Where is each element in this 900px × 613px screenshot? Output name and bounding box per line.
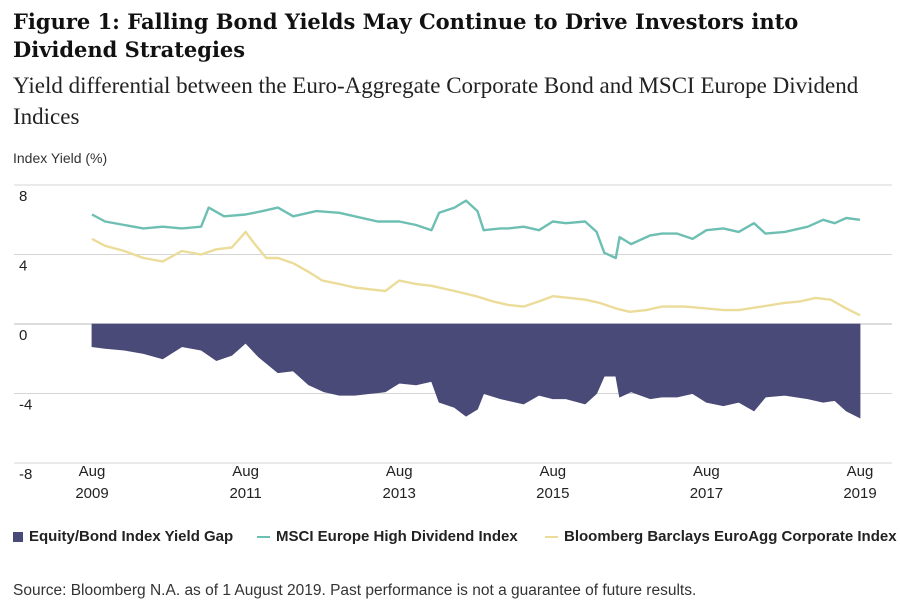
source-note: Source: Bloomberg N.A. as of 1 August 20… bbox=[13, 582, 697, 599]
legend-swatch-yield-gap bbox=[13, 531, 23, 542]
legend-label-euroagg-corporate: Bloomberg Barclays EuroAgg Corporate Ind… bbox=[564, 528, 897, 545]
x-tick-label-year-5: 2019 bbox=[843, 485, 876, 502]
legend-swatch-msci-dividend bbox=[257, 535, 270, 538]
legend-swatch-euroagg-corporate bbox=[545, 535, 558, 538]
x-tick-label-month-0: Aug bbox=[79, 463, 106, 480]
chart-legend: Equity/Bond Index Yield Gap MSCI Europe … bbox=[13, 528, 898, 550]
legend-item-yield-gap: Equity/Bond Index Yield Gap bbox=[13, 528, 233, 545]
x-tick-label-year-2: 2013 bbox=[383, 485, 416, 502]
y-tick-label-0: 8 bbox=[19, 188, 27, 205]
yield-gap-area-layer bbox=[91, 323, 861, 419]
x-tick-label-month-3: Aug bbox=[539, 463, 566, 480]
x-tick-label-year-4: 2017 bbox=[690, 485, 723, 502]
y-tick-label-2: 0 bbox=[19, 327, 27, 344]
y-tick-label-3: -4 bbox=[19, 397, 32, 414]
y-tick-label-4: -8 bbox=[19, 466, 32, 483]
x-tick-label-year-1: 2011 bbox=[229, 485, 261, 502]
legend-item-euroagg-corporate: Bloomberg Barclays EuroAgg Corporate Ind… bbox=[545, 528, 897, 545]
y-tick-label-1: 4 bbox=[19, 258, 27, 275]
chart-plot-area: 8 4 0 -4 -8 Aug 2009 Aug 2011 Aug 2013 Aug 2015 Aug 20… bbox=[14, 184, 892, 502]
x-tick-label-month-1: Aug bbox=[232, 463, 259, 480]
series-area-yield-gap bbox=[91, 323, 861, 419]
series-line-msci-dividend bbox=[91, 199, 861, 260]
legend-label-yield-gap: Equity/Bond Index Yield Gap bbox=[29, 528, 234, 545]
x-tick-label-year-3: 2015 bbox=[536, 485, 569, 502]
chart-title: Figure 1: Falling Bond Yields May Contin… bbox=[13, 9, 799, 62]
x-tick-label-month-5: Aug bbox=[847, 463, 874, 480]
chart-subtitle: Yield differential between the Euro-Aggr… bbox=[13, 73, 859, 129]
legend-label-msci-dividend: MSCI Europe High Dividend Index bbox=[276, 528, 518, 545]
y-axis-label: Index Yield (%) bbox=[13, 150, 108, 166]
x-tick-label-month-2: Aug bbox=[386, 463, 413, 480]
x-tick-label-year-0: 2009 bbox=[75, 485, 108, 502]
axis-ticks: 8 4 0 -4 -8 Aug 2009 Aug 2011 Aug 2013 Aug 2015 Aug 20… bbox=[19, 188, 877, 502]
legend-item-msci-dividend: MSCI Europe High Dividend Index bbox=[257, 528, 518, 545]
series-line-euroagg-corporate bbox=[91, 230, 861, 317]
x-tick-label-month-4: Aug bbox=[693, 463, 720, 480]
series-lines-layer bbox=[91, 199, 861, 317]
